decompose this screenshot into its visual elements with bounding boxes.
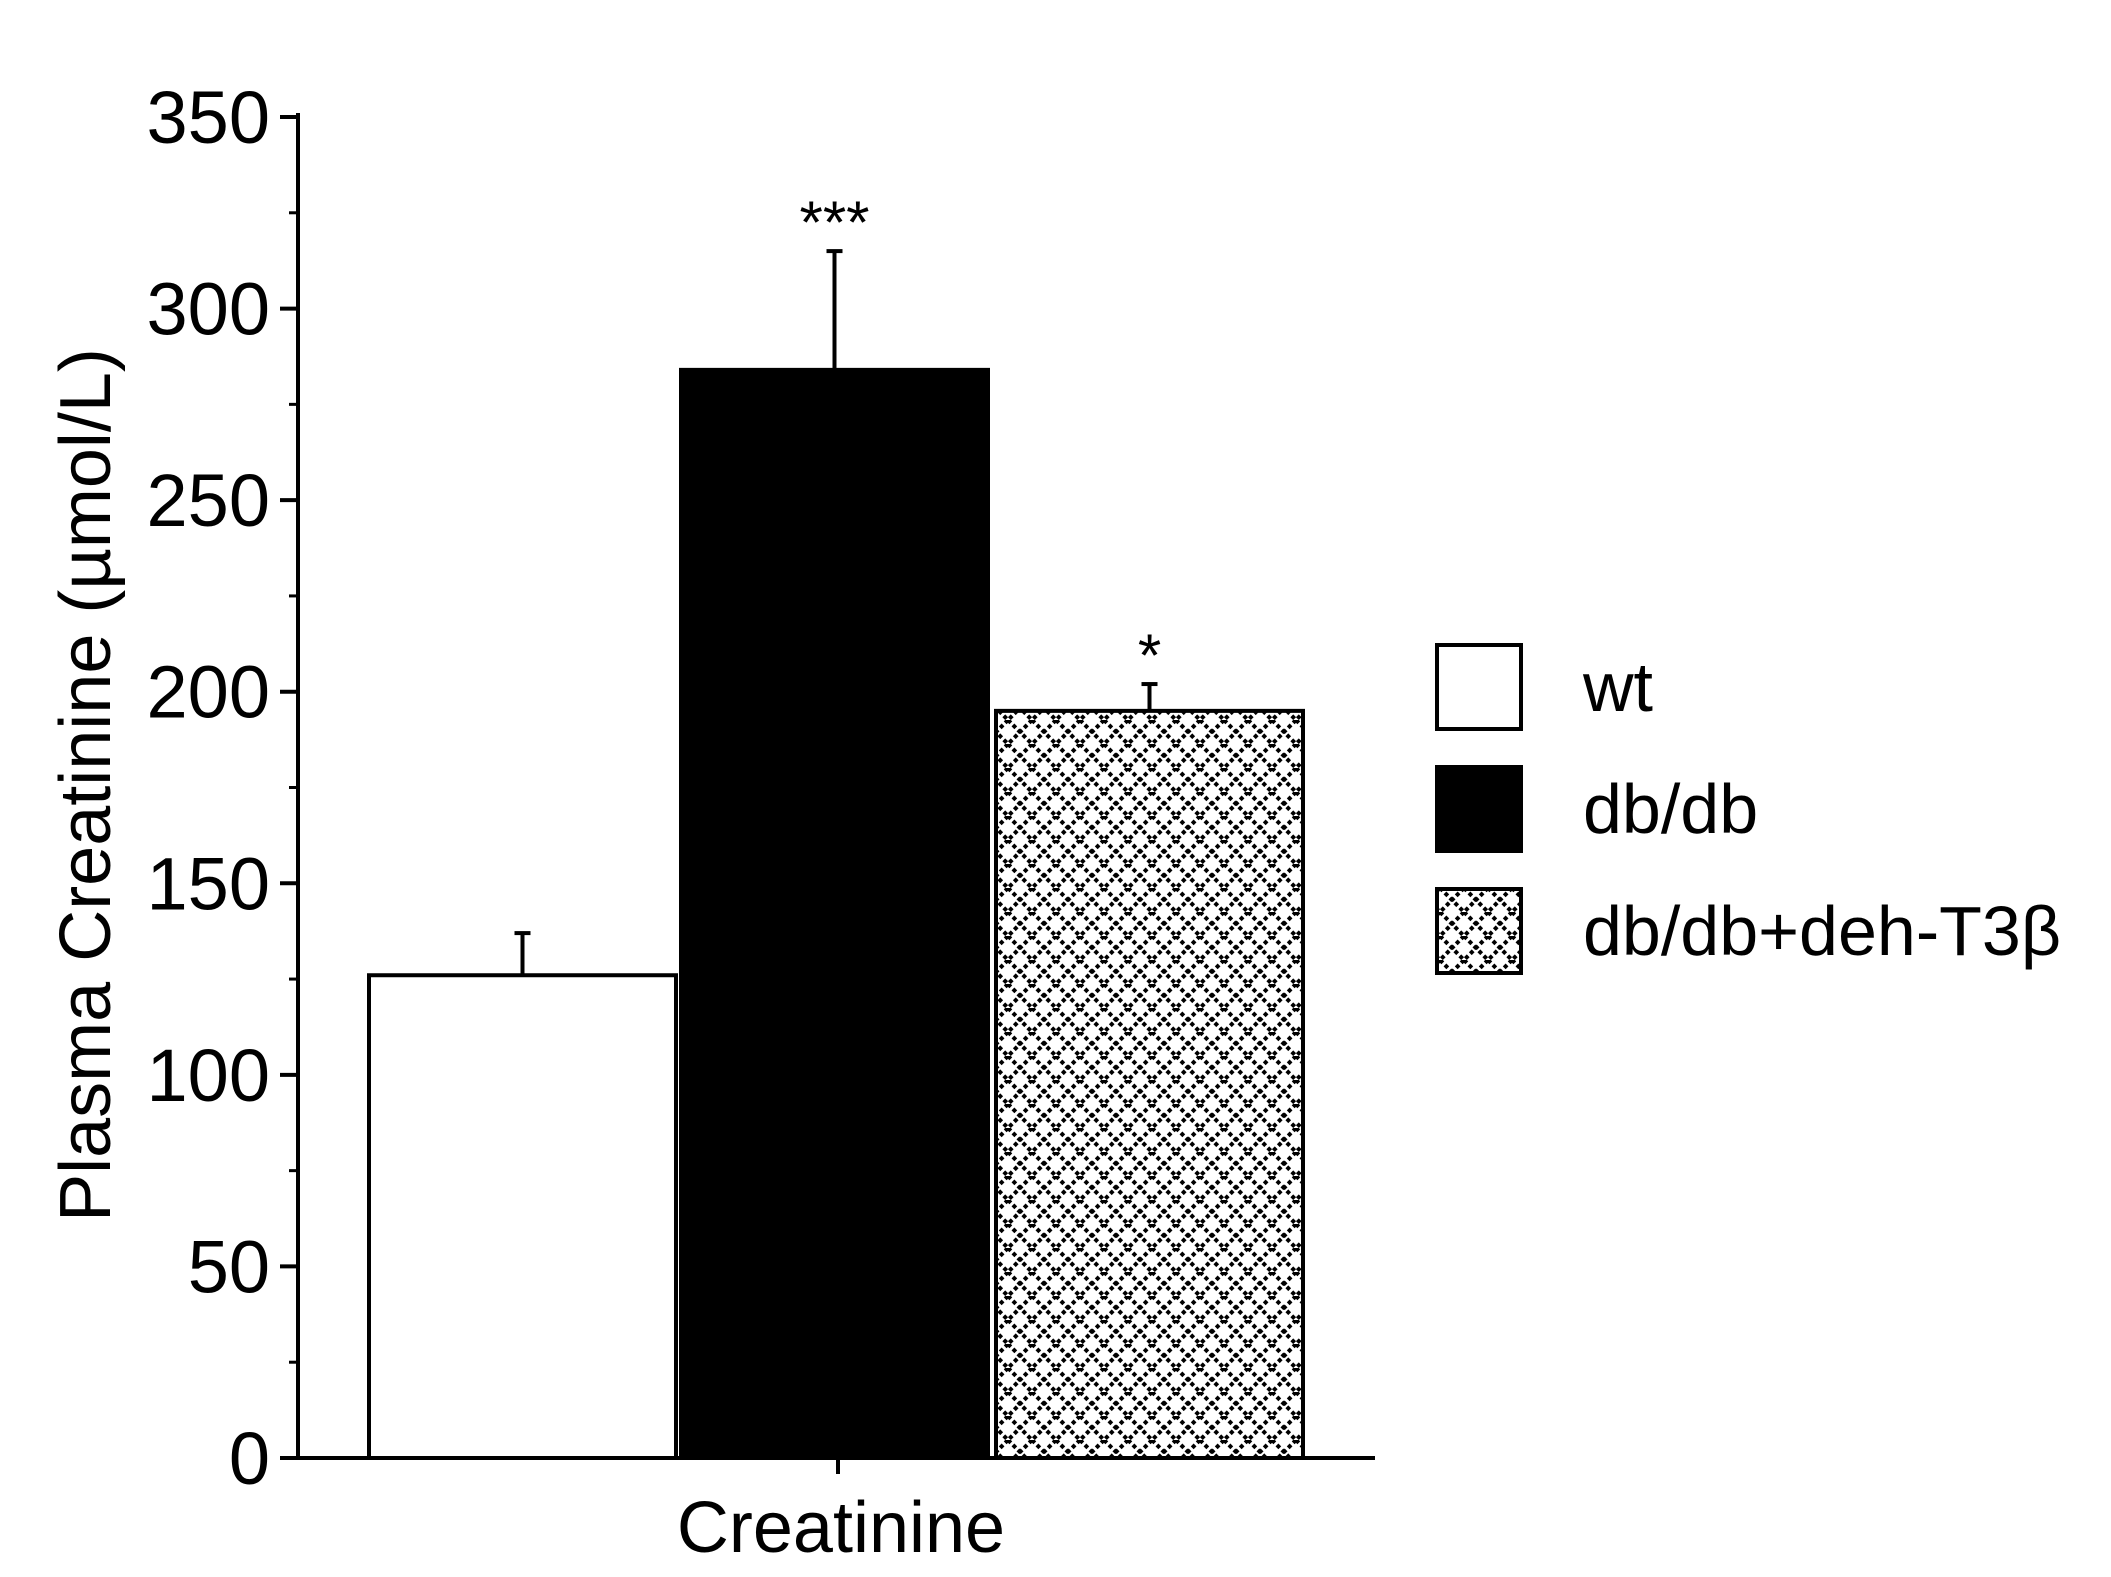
y-tick-label: 0 <box>229 1417 270 1500</box>
legend-label: db/db+deh-T3β <box>1583 892 2061 970</box>
significance-label: *** <box>799 189 869 256</box>
bar <box>679 367 990 1461</box>
y-tick-label: 250 <box>147 459 270 542</box>
y-tick-label: 50 <box>188 1225 270 1308</box>
bar <box>367 973 678 1460</box>
y-tick-label: 200 <box>147 651 270 734</box>
y-tick-label: 350 <box>147 76 270 159</box>
legend-swatch <box>1435 765 1523 853</box>
y-ticks <box>280 115 298 1460</box>
x-axis-title: Creatinine <box>677 1488 1005 1568</box>
y-tick-label: 150 <box>147 842 270 925</box>
y-tick-label: 100 <box>147 1034 270 1117</box>
significance-label: * <box>1138 622 1161 689</box>
legend-swatch <box>1435 643 1523 731</box>
y-tick-label: 300 <box>147 268 270 351</box>
legend-swatch <box>1435 887 1523 975</box>
y-axis-title: Plasma Creatinine (µmol/L) <box>46 348 126 1222</box>
legend: wt db/db db/db+deh-T3β <box>1435 643 2061 975</box>
legend-label: wt <box>1582 648 1653 726</box>
legend-label: db/db <box>1583 770 1758 848</box>
bar <box>994 708 1305 1460</box>
error-bars <box>514 249 1158 976</box>
y-tick-labels: 0 50 100 150 200 250 300 350 <box>147 76 270 1500</box>
significance-labels: **** <box>799 189 1161 689</box>
bars <box>367 367 1305 1461</box>
